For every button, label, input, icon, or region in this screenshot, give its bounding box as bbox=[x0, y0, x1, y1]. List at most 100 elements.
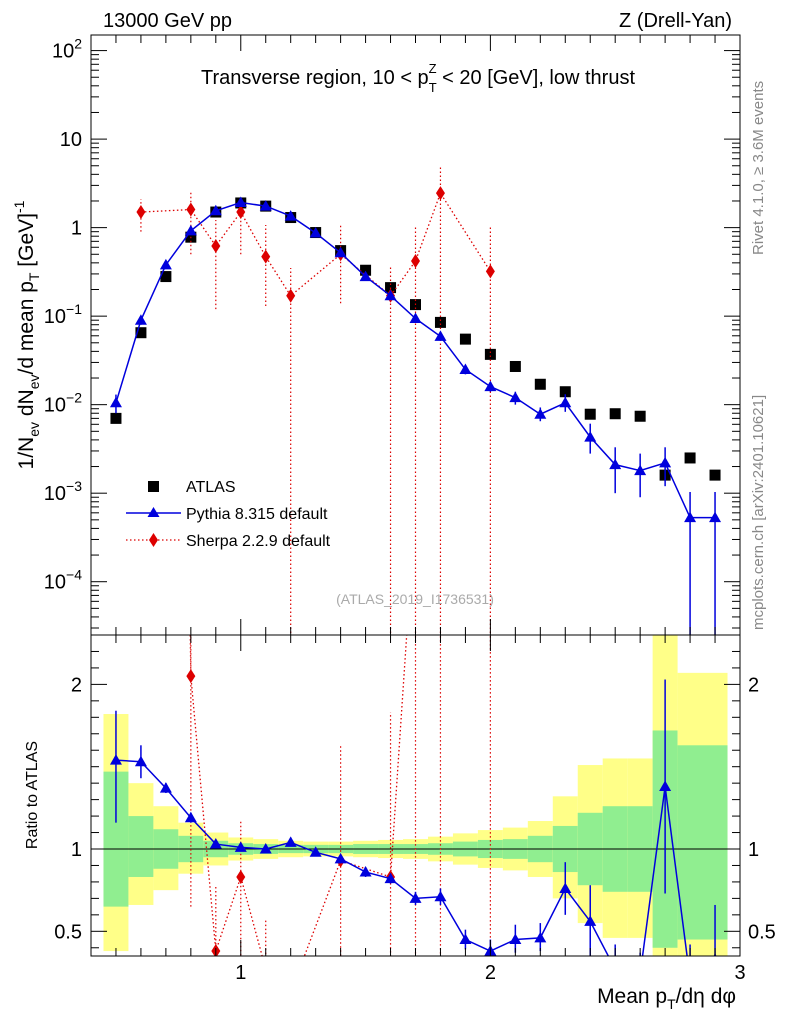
ratio-pythia-point bbox=[209, 838, 222, 849]
atlas-point bbox=[110, 412, 122, 424]
ratio-pythia-point bbox=[234, 841, 247, 852]
ratio-pythia-point bbox=[259, 843, 272, 854]
atlas-point bbox=[559, 386, 571, 398]
pythia-point bbox=[184, 224, 197, 236]
sherpa-point bbox=[261, 249, 271, 264]
pythia-point bbox=[334, 246, 347, 258]
ratio-y-tick-label-right: 2 bbox=[748, 674, 759, 696]
main-y-tick-label: 102 bbox=[52, 36, 82, 63]
ratio-pythia-point bbox=[659, 780, 672, 791]
ratio-pythia-point bbox=[359, 866, 372, 877]
ratio-y-tick-label-left: 0.5 bbox=[54, 921, 82, 943]
atlas-point bbox=[584, 408, 596, 420]
ratio-pythia-point bbox=[634, 968, 646, 979]
pythia-point bbox=[259, 200, 272, 211]
ratio-x-tick-label: 2 bbox=[485, 962, 496, 984]
ratio-sherpa-line bbox=[189, 635, 408, 956]
legend-atlas-label: ATLAS bbox=[186, 479, 236, 496]
atlas-point bbox=[459, 333, 471, 345]
header-right: Z (Drell-Yan) bbox=[619, 10, 732, 32]
sherpa-point bbox=[411, 253, 420, 268]
ratio-y-tick-label-right: 0.5 bbox=[748, 921, 776, 943]
ratio-sherpa-point bbox=[261, 962, 270, 976]
main-axes: 10−4 10−3 10−2 10−1 1 10 102 bbox=[44, 35, 740, 635]
ratio-sherpa-point bbox=[236, 869, 246, 884]
pythia-point bbox=[709, 511, 722, 523]
ratio-y-tick-label-right: 1 bbox=[748, 839, 759, 861]
pythia-point bbox=[109, 396, 122, 408]
watermark: (ATLAS_2019_I1736531) bbox=[336, 591, 494, 607]
pythia-series bbox=[109, 196, 722, 635]
ratio-x-tick-label: 1 bbox=[235, 962, 246, 984]
pythia-point bbox=[534, 408, 547, 419]
ratio-pythia-point bbox=[134, 755, 147, 767]
pythia-point bbox=[384, 289, 397, 301]
atlas-point bbox=[609, 408, 621, 420]
legend: ATLAS Pythia 8.315 default Sherpa 2.2.9 … bbox=[126, 479, 331, 550]
atlas-point bbox=[484, 348, 496, 360]
ratio-axes: 1 2 30.5 0.51 12 2 bbox=[54, 635, 776, 984]
ratio-pythia-point bbox=[384, 872, 397, 884]
ratio-pythia-point bbox=[184, 811, 197, 823]
x-axis-label: Mean pT/dη dφ bbox=[597, 985, 736, 1012]
pythia-point bbox=[559, 396, 572, 408]
pythia-point bbox=[284, 210, 297, 221]
atlas-point bbox=[709, 469, 721, 481]
pythia-point bbox=[509, 391, 522, 403]
atlas-point bbox=[634, 410, 646, 422]
ratio-y-tick-label-left: 1 bbox=[71, 839, 82, 861]
ratio-pythia-point bbox=[684, 973, 696, 984]
ratio-x-tick-label: 3 bbox=[734, 962, 745, 984]
main-y-tick-label: 1 bbox=[71, 218, 82, 240]
legend-pythia-label: Pythia 8.315 default bbox=[186, 506, 328, 523]
stat-uncertainty-band bbox=[677, 745, 728, 940]
sherpa-point bbox=[485, 264, 495, 279]
ratio-pythia-point bbox=[284, 836, 297, 847]
pythia-point bbox=[634, 464, 647, 476]
main-y-tick-label: 10−3 bbox=[44, 478, 82, 505]
ratio-pythia-point bbox=[509, 933, 522, 945]
pythia-point bbox=[684, 511, 697, 523]
ratio-pythia-point bbox=[409, 892, 422, 903]
ratio-pythia-point bbox=[584, 915, 597, 926]
main-y-tick-label: 10−2 bbox=[44, 390, 82, 417]
atlas-point bbox=[434, 316, 446, 328]
pythia-point bbox=[484, 380, 497, 392]
rivet-label: Rivet 4.1.0, ≥ 3.6M events bbox=[750, 81, 767, 255]
sherpa-point bbox=[236, 205, 246, 220]
ratio-pythia-series bbox=[109, 679, 717, 984]
main-y-tick-label: 10−1 bbox=[44, 301, 82, 328]
ratio-pythia-point bbox=[159, 782, 172, 793]
ratio-pythia-point bbox=[309, 846, 322, 857]
pythia-point bbox=[459, 363, 472, 374]
legend-atlas-marker bbox=[148, 481, 159, 492]
stat-uncertainty-band bbox=[128, 816, 154, 877]
ratio-pythia-point bbox=[559, 882, 572, 894]
main-y-axis-label: 1/Nev dNev/d mean pT [GeV]-1 bbox=[11, 200, 42, 469]
pythia-point bbox=[434, 330, 447, 341]
sherpa-point bbox=[136, 205, 146, 220]
legend-sherpa-marker bbox=[149, 533, 158, 547]
main-title: Transverse region, 10 < pTZ < 20 [GeV], … bbox=[201, 61, 635, 95]
ratio-sherpa-point bbox=[286, 985, 295, 999]
atlas-point bbox=[135, 327, 147, 339]
main-y-tick-label: 10−4 bbox=[44, 567, 82, 594]
ratio-sherpa-point bbox=[186, 669, 196, 684]
atlas-point bbox=[160, 271, 172, 283]
ratio-y-tick-label-left: 2 bbox=[71, 674, 82, 696]
sherpa-point bbox=[186, 202, 196, 217]
pythia-point bbox=[159, 258, 172, 270]
pythia-point bbox=[409, 312, 422, 324]
sherpa-point bbox=[435, 186, 445, 201]
main-y-tick-label: 10 bbox=[60, 129, 82, 151]
pythia-point bbox=[234, 196, 247, 208]
pythia-point bbox=[134, 314, 147, 325]
pythia-point bbox=[209, 204, 222, 216]
ratio-pythia-point bbox=[109, 754, 122, 765]
header-left: 13000 GeV pp bbox=[103, 10, 232, 32]
atlas-point bbox=[534, 378, 546, 390]
ratio-pythia-point bbox=[459, 933, 472, 945]
atlas-point bbox=[684, 452, 696, 464]
pythia-point bbox=[609, 458, 622, 470]
